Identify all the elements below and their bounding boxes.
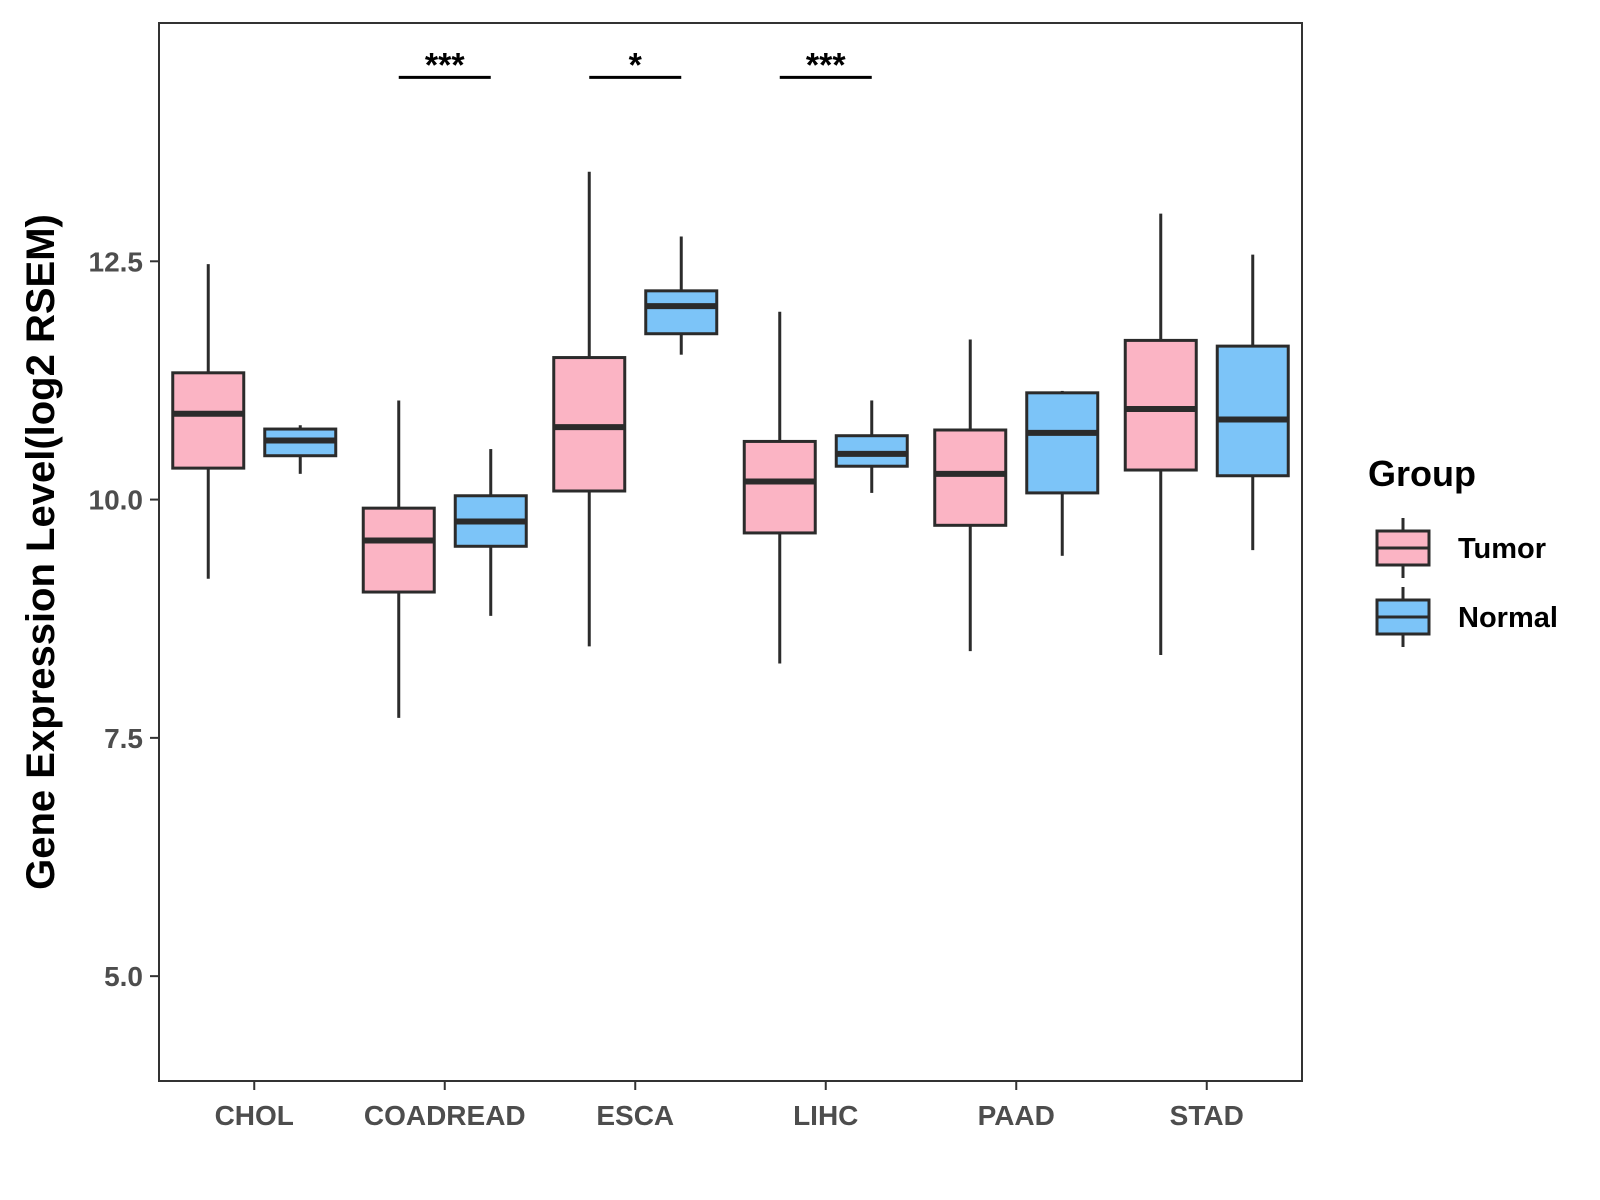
box-tumor-stad bbox=[1123, 213, 1198, 655]
significance-label-esca: * bbox=[629, 46, 643, 84]
significance-coadread: *** bbox=[398, 46, 491, 84]
significance-lihc: *** bbox=[779, 46, 872, 84]
box-normal-paad bbox=[1025, 390, 1100, 556]
x-tick-label-stad: STAD bbox=[1170, 1100, 1244, 1131]
box-normal-chol bbox=[263, 425, 338, 474]
box-normal-stad bbox=[1215, 254, 1290, 551]
axes: 5.0 7.5 10.0 12.5 CHOL COADREAD ESCA LIHC PAAD ST… bbox=[89, 246, 1244, 1131]
iqr-box-normal-esca bbox=[644, 289, 719, 336]
legend-label-normal: Normal bbox=[1458, 602, 1558, 634]
y-tick-label-0: 5.0 bbox=[104, 961, 143, 992]
iqr-box-tumor-stad bbox=[1123, 338, 1198, 472]
y-tick-label-2: 10.0 bbox=[89, 485, 144, 516]
significance-label-lihc: *** bbox=[806, 46, 846, 84]
iqr-box-tumor-chol bbox=[171, 371, 246, 470]
box-normal-lihc bbox=[834, 400, 909, 493]
legend-title: Group bbox=[1368, 453, 1476, 494]
plot-area: *** * *** bbox=[171, 46, 1290, 718]
panel-border bbox=[158, 22, 1303, 1082]
box-tumor-coadread bbox=[361, 400, 436, 718]
y-tick-label-3: 12.5 bbox=[89, 246, 144, 277]
y-tick-label-1: 7.5 bbox=[104, 723, 143, 754]
iqr-box-normal-stad bbox=[1215, 344, 1290, 478]
box-tumor-esca bbox=[552, 171, 627, 647]
iqr-box-tumor-paad bbox=[933, 428, 1008, 527]
box-normal-coadread bbox=[453, 449, 528, 616]
y-axis-title: Gene Expression Level(log2 RSEM) bbox=[19, 214, 63, 890]
box-normal-esca bbox=[644, 236, 719, 355]
box-tumor-lihc bbox=[742, 311, 817, 664]
iqr-box-tumor-lihc bbox=[742, 439, 817, 535]
significance-label-coadread: *** bbox=[425, 46, 465, 84]
box-tumor-paad bbox=[933, 339, 1008, 652]
legend-item-normal: Normal bbox=[1375, 587, 1558, 647]
x-tick-label-coadread: COADREAD bbox=[364, 1100, 526, 1131]
iqr-box-normal-paad bbox=[1025, 391, 1100, 495]
x-tick-label-esca: ESCA bbox=[596, 1100, 674, 1131]
box-tumor-chol bbox=[171, 264, 246, 579]
legend-label-tumor: Tumor bbox=[1458, 533, 1546, 565]
x-tick-label-chol: CHOL bbox=[215, 1100, 294, 1131]
significance-esca: * bbox=[589, 46, 682, 84]
legend-item-tumor: Tumor bbox=[1375, 518, 1546, 578]
x-tick-label-lihc: LIHC bbox=[793, 1100, 858, 1131]
iqr-box-tumor-coadread bbox=[361, 506, 436, 594]
legend: Group Tumor Normal bbox=[1368, 453, 1558, 647]
x-tick-label-paad: PAAD bbox=[978, 1100, 1055, 1131]
